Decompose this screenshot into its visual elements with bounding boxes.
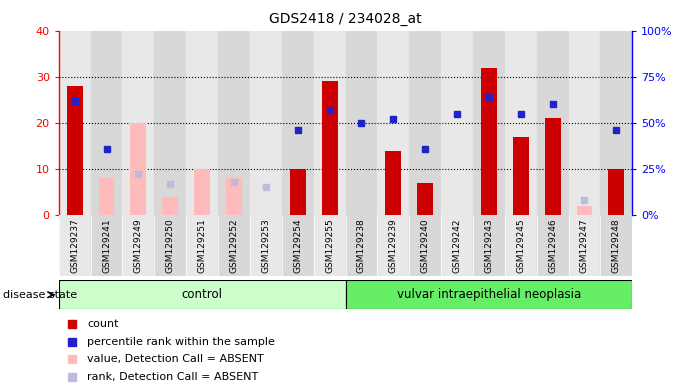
Bar <box>122 215 154 276</box>
Text: disease state: disease state <box>3 290 77 300</box>
Bar <box>91 215 122 276</box>
Bar <box>91 31 122 215</box>
Text: GSM129249: GSM129249 <box>134 218 143 273</box>
Bar <box>346 215 377 276</box>
Bar <box>154 31 186 215</box>
Bar <box>162 197 178 215</box>
Bar <box>59 31 91 215</box>
Text: GSM129241: GSM129241 <box>102 218 111 273</box>
Bar <box>409 215 441 276</box>
Bar <box>600 215 632 276</box>
Bar <box>409 31 441 215</box>
Text: percentile rank within the sample: percentile rank within the sample <box>87 337 275 347</box>
Bar <box>569 215 600 276</box>
Text: GSM129243: GSM129243 <box>484 218 493 273</box>
Bar <box>99 178 115 215</box>
Bar <box>600 31 632 215</box>
Bar <box>186 215 218 276</box>
Bar <box>321 81 337 215</box>
Bar <box>513 137 529 215</box>
Bar <box>473 215 505 276</box>
Bar <box>226 178 242 215</box>
Text: GSM129246: GSM129246 <box>548 218 557 273</box>
Bar <box>218 215 250 276</box>
Bar <box>282 31 314 215</box>
Bar <box>154 215 186 276</box>
Bar <box>314 31 346 215</box>
Text: GSM129253: GSM129253 <box>261 218 270 273</box>
Bar <box>377 31 409 215</box>
Text: GSM129240: GSM129240 <box>421 218 430 273</box>
Text: GSM129242: GSM129242 <box>453 218 462 273</box>
Bar <box>441 31 473 215</box>
Text: GDS2418 / 234028_at: GDS2418 / 234028_at <box>269 12 422 25</box>
Text: count: count <box>87 319 119 329</box>
Bar <box>250 215 282 276</box>
Bar <box>481 68 497 215</box>
Bar <box>569 31 600 215</box>
Text: GSM129237: GSM129237 <box>70 218 79 273</box>
Bar <box>505 215 537 276</box>
Text: GSM129252: GSM129252 <box>229 218 238 273</box>
Bar <box>377 215 409 276</box>
Bar <box>314 215 346 276</box>
Bar <box>545 118 560 215</box>
Text: control: control <box>182 288 223 301</box>
Bar <box>194 169 210 215</box>
Bar <box>218 31 250 215</box>
Bar <box>608 169 624 215</box>
Bar <box>186 31 218 215</box>
Text: GSM129245: GSM129245 <box>516 218 525 273</box>
Bar <box>290 169 305 215</box>
Bar <box>441 215 473 276</box>
Bar <box>321 155 337 215</box>
Bar <box>417 183 433 215</box>
Bar <box>122 31 154 215</box>
Bar <box>537 31 569 215</box>
Text: GSM129251: GSM129251 <box>198 218 207 273</box>
Text: value, Detection Call = ABSENT: value, Detection Call = ABSENT <box>87 354 264 364</box>
Text: vulvar intraepithelial neoplasia: vulvar intraepithelial neoplasia <box>397 288 581 301</box>
Text: GSM129247: GSM129247 <box>580 218 589 273</box>
Bar <box>131 123 146 215</box>
Bar <box>346 31 377 215</box>
Bar <box>250 31 282 215</box>
Text: GSM129255: GSM129255 <box>325 218 334 273</box>
Text: GSM129248: GSM129248 <box>612 218 621 273</box>
Bar <box>473 31 505 215</box>
Bar <box>346 280 632 309</box>
Text: GSM129238: GSM129238 <box>357 218 366 273</box>
Bar <box>59 280 346 309</box>
Bar <box>282 215 314 276</box>
Bar <box>59 215 91 276</box>
Bar <box>537 215 569 276</box>
Bar <box>386 151 401 215</box>
Text: rank, Detection Call = ABSENT: rank, Detection Call = ABSENT <box>87 372 258 382</box>
Text: GSM129239: GSM129239 <box>389 218 398 273</box>
Text: GSM129254: GSM129254 <box>293 218 302 273</box>
Bar <box>505 31 537 215</box>
Bar <box>67 86 83 215</box>
Text: GSM129250: GSM129250 <box>166 218 175 273</box>
Bar <box>576 206 592 215</box>
